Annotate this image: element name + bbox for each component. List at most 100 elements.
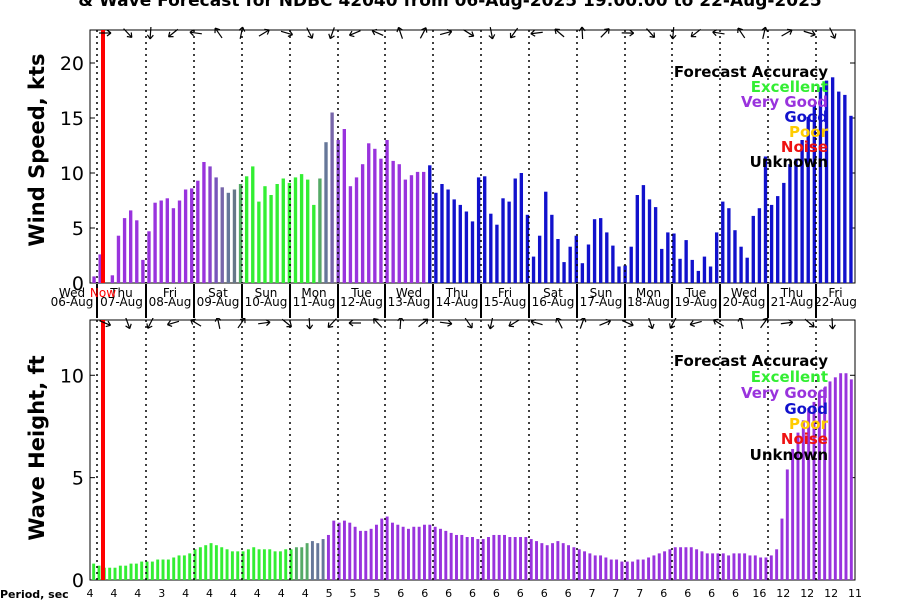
wind-bar xyxy=(770,205,773,283)
wave-bar xyxy=(311,541,314,580)
day-label-date: 21-Aug xyxy=(771,295,814,309)
wind-direction-arrow xyxy=(121,27,134,40)
wind-bar xyxy=(605,232,608,283)
wave-bar xyxy=(845,373,848,580)
wind-direction-arrow xyxy=(213,26,225,39)
wave-bar xyxy=(402,527,405,580)
wave-bar xyxy=(722,553,725,580)
period-value: 6 xyxy=(397,587,404,600)
wave-bar xyxy=(556,541,559,580)
wave-bar xyxy=(183,555,186,580)
wind-bar xyxy=(764,157,767,284)
wave-bar xyxy=(178,555,181,580)
period-value: 7 xyxy=(636,587,643,600)
wave-bar xyxy=(428,525,431,580)
wave-bar xyxy=(738,553,741,580)
wind-bar xyxy=(379,159,382,283)
wind-bar xyxy=(526,215,529,283)
wave-bar xyxy=(247,549,250,580)
wave-bar xyxy=(295,547,298,580)
wind-direction-arrow xyxy=(599,27,612,40)
wind-direction-arrow xyxy=(396,26,406,39)
wind-bar xyxy=(666,232,669,283)
period-value: 5 xyxy=(373,587,380,600)
now-label: Now xyxy=(90,286,116,300)
period-value: 4 xyxy=(206,587,213,600)
wind-bar xyxy=(788,164,791,283)
period-value: 6 xyxy=(660,587,667,600)
wave-direction-arrow xyxy=(668,316,679,329)
wind-bar xyxy=(562,262,565,283)
wind-bar xyxy=(697,271,700,283)
wave-direction-arrow xyxy=(577,316,587,329)
wave-bar xyxy=(194,549,197,580)
wind-direction-arrow xyxy=(418,26,429,39)
wind-bar xyxy=(642,185,645,283)
wave-legend: Forecast Accuracy Excellent Very Good Go… xyxy=(674,352,829,464)
wave-bar xyxy=(434,527,437,580)
wave-bar xyxy=(332,521,335,580)
wind-legend: Forecast Accuracy Excellent Very Good Go… xyxy=(674,63,829,171)
wind-bar xyxy=(135,220,138,283)
wind-direction-arrow xyxy=(304,26,315,39)
period-value: 7 xyxy=(589,587,596,600)
wave-ytick-label: 5 xyxy=(72,468,84,490)
wave-bar xyxy=(492,535,495,580)
period-value: 12 xyxy=(824,587,838,600)
wave-direction-arrow xyxy=(280,317,293,329)
wind-bar xyxy=(782,183,785,283)
wind-bar xyxy=(300,174,303,283)
wave-bar xyxy=(711,553,714,580)
wind-bar xyxy=(92,276,95,283)
wave-direction-arrow xyxy=(306,317,313,329)
wave-bar xyxy=(615,560,618,580)
chart-title: & Wave Forecast for NDBC 42040 from 06-A… xyxy=(78,0,822,11)
wave-bar xyxy=(626,562,629,580)
wave-bar xyxy=(588,553,591,580)
wind-bar xyxy=(416,172,419,283)
wave-now-line xyxy=(101,320,105,580)
wind-bar xyxy=(581,263,584,283)
wind-bar xyxy=(257,202,260,283)
wind-bar xyxy=(434,193,437,283)
wave-bar xyxy=(674,547,677,580)
wind-bar xyxy=(196,181,199,283)
wind-bar xyxy=(282,179,285,284)
period-value: 12 xyxy=(776,587,790,600)
wave-bar xyxy=(583,551,586,580)
day-label-date: 13-Aug xyxy=(388,295,431,309)
day-label-date: 12-Aug xyxy=(340,295,383,309)
period-value: 3 xyxy=(158,587,165,600)
wave-bar xyxy=(92,564,95,580)
wind-direction-arrow xyxy=(348,28,361,38)
wind-arrow-shaft xyxy=(582,27,583,39)
wind-bar xyxy=(251,166,254,283)
day-label-date: 15-Aug xyxy=(484,295,527,309)
wind-bar xyxy=(593,219,596,283)
wave-bar xyxy=(642,560,645,580)
period-value: 6 xyxy=(469,587,476,600)
period-value: 6 xyxy=(493,587,500,600)
wind-ytick-label: 5 xyxy=(72,218,84,240)
wave-bar xyxy=(508,537,511,580)
wind-direction-arrow xyxy=(736,26,748,39)
wave-direction-arrow xyxy=(554,316,565,329)
day-label-date: 10-Aug xyxy=(245,295,288,309)
wave-bar xyxy=(226,549,229,580)
wave-bar xyxy=(668,549,671,580)
period-value: 6 xyxy=(684,587,691,600)
wind-bar xyxy=(233,190,236,284)
wind-bar xyxy=(630,247,633,283)
wind-bar xyxy=(459,205,462,283)
wave-direction-arrow xyxy=(123,316,133,329)
wave-direction-arrow xyxy=(463,316,475,329)
wind-direction-arrow xyxy=(167,27,180,39)
wind-speed-ylabel: Wind Speed, kts xyxy=(25,53,49,246)
wind-bar xyxy=(587,245,590,284)
wind-bar xyxy=(275,184,278,283)
wind-bar xyxy=(465,212,468,284)
wave-bar xyxy=(359,531,362,580)
day-label-date: 14-Aug xyxy=(436,295,479,309)
wave-bar xyxy=(130,564,133,580)
wind-bar xyxy=(153,203,156,283)
